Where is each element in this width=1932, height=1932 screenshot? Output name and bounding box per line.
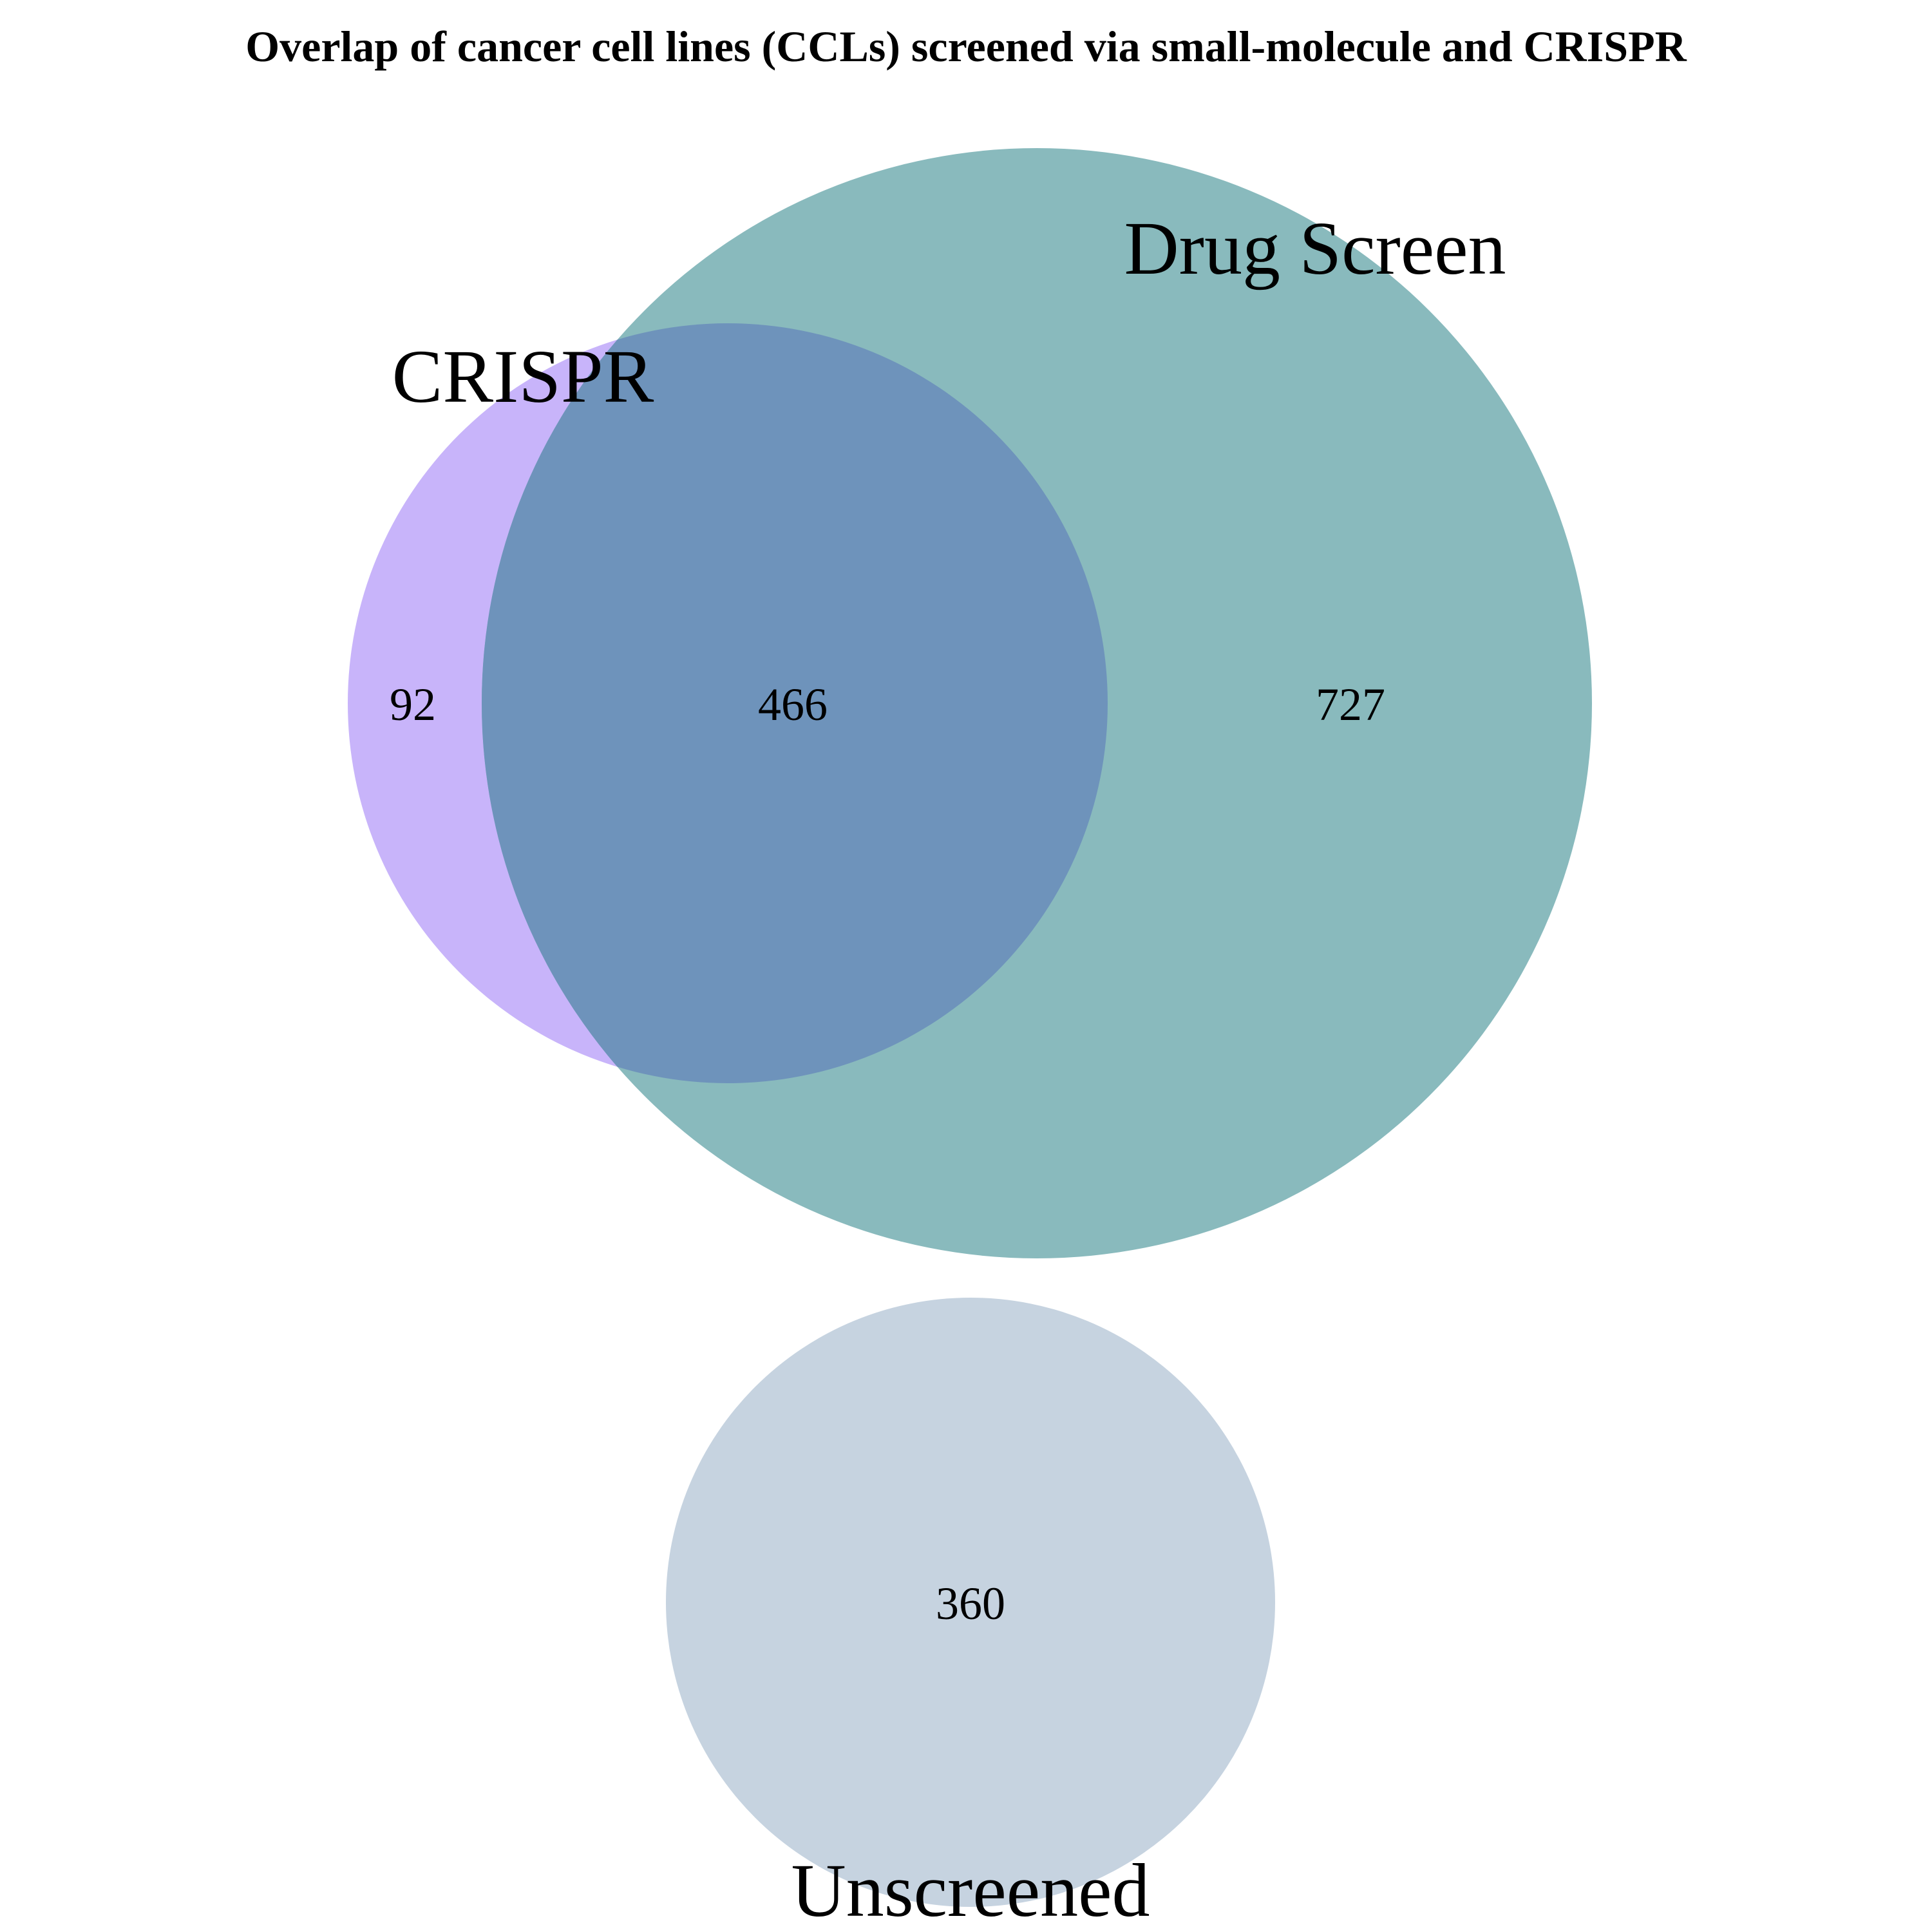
drug-screen-label: Drug Screen <box>1124 206 1506 290</box>
unscreened-count: 360 <box>936 1578 1005 1629</box>
drug-only-count: 727 <box>1316 679 1385 730</box>
crispr-label: CRISPR <box>392 334 654 419</box>
unscreened-label: Unscreened <box>791 1848 1150 1932</box>
crispr-drug-overlap-region <box>482 323 1108 1083</box>
crispr-and-drug-count: 466 <box>758 679 828 730</box>
unscreened-circle <box>666 1298 1275 1907</box>
crispr-only-count: 92 <box>390 679 436 730</box>
diagram-title: Overlap of cancer cell lines (CCLs) scre… <box>245 22 1687 71</box>
